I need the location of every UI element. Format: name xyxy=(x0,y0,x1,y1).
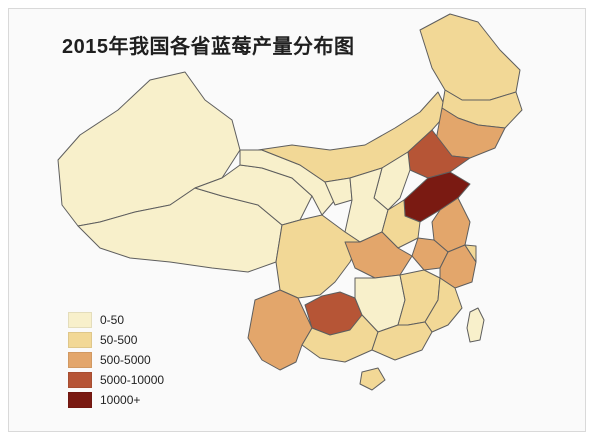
legend-swatch xyxy=(68,372,92,388)
legend-swatch xyxy=(68,392,92,408)
legend-item: 50-500 xyxy=(68,330,164,350)
legend-item: 500-5000 xyxy=(68,350,164,370)
region-hubei xyxy=(344,231,413,279)
legend-swatch xyxy=(68,332,92,348)
legend-swatch xyxy=(68,352,92,368)
legend-swatch xyxy=(68,312,92,328)
legend-item: 0-50 xyxy=(68,310,164,330)
region-shanghai xyxy=(464,244,477,263)
region-heilongjiang xyxy=(419,13,521,101)
legend-label: 5000-10000 xyxy=(100,373,165,387)
region-yunnan xyxy=(247,289,313,371)
legend-label: 10000+ xyxy=(100,393,141,407)
legend-label: 0-50 xyxy=(100,313,125,327)
region-fujian xyxy=(424,277,463,333)
region-hainan xyxy=(359,367,386,391)
legend-item: 10000+ xyxy=(68,390,164,410)
legend: 0-50 50-500 500-5000 5000-10000 10000+ xyxy=(68,310,164,410)
legend-label: 50-500 xyxy=(100,333,138,347)
region-sichuan xyxy=(275,214,361,299)
region-guangdong xyxy=(371,321,433,361)
legend-label: 500-5000 xyxy=(100,353,151,367)
region-hebei xyxy=(407,129,471,179)
legend-item: 5000-10000 xyxy=(68,370,164,390)
region-taiwan xyxy=(466,307,485,343)
map-title: 2015年我国各省蓝莓产量分布图 xyxy=(62,36,355,58)
